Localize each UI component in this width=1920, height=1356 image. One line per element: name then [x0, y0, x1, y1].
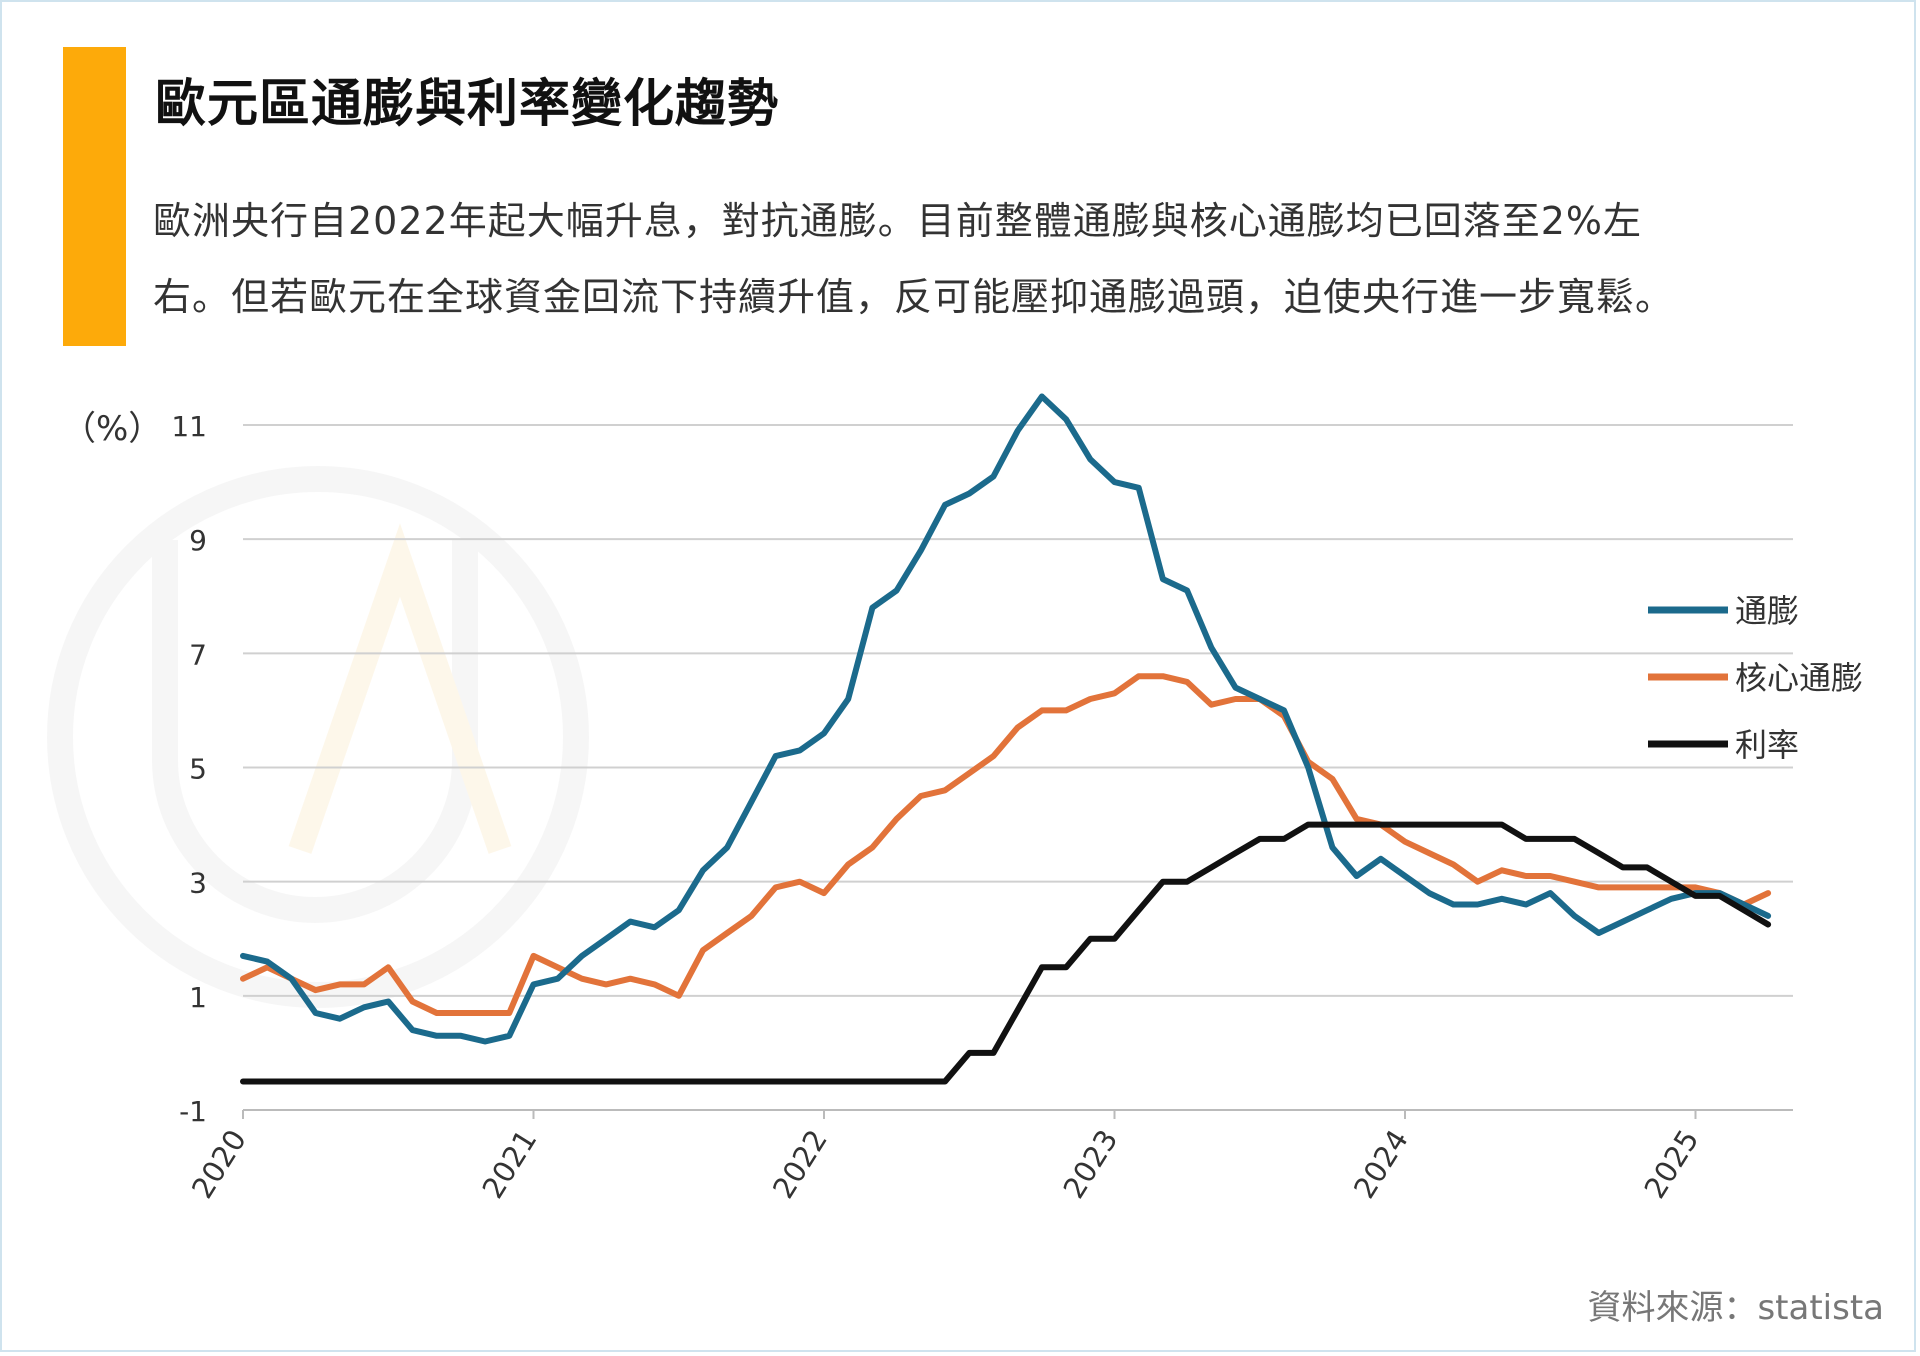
title-accent-bar: [63, 47, 126, 346]
y-tick-label: -1: [179, 1095, 207, 1128]
y-tick-label: 5: [189, 753, 207, 786]
y-tick-label: 7: [189, 638, 207, 671]
source-note: 資料來源：statista: [1587, 1288, 1884, 1328]
y-axis-label: （%）: [62, 409, 162, 449]
x-axis: 2020 2021 2022 2023 2024 2025: [185, 1109, 1793, 1205]
series-line-1: [240, 393, 1772, 1045]
y-tick-label: 9: [189, 524, 207, 557]
x-tick-label: 2025: [1637, 1124, 1705, 1205]
y-axis: -1 1 3 5 7 9 11 （%）: [62, 409, 207, 1128]
legend-label: 利率: [1735, 726, 1799, 764]
legend-label: 核心通膨: [1735, 659, 1863, 697]
subtitle-line-2: 右。但若歐元在全球資金回流下持續升值，反可能壓抑通膨過頭，迫使央行進一步寬鬆。: [153, 275, 1675, 319]
series-line-2: [240, 673, 1772, 1016]
series-line-3: [240, 821, 1772, 1085]
subtitle-line-1: 歐洲央行自2022年起大幅升息，對抗通膨。目前整體通膨與核心通膨均已回落至2%左: [153, 199, 1642, 243]
x-tick-label: 2022: [766, 1124, 834, 1205]
x-tick-label: 2024: [1347, 1124, 1415, 1205]
watermark-logo: [47, 466, 589, 1008]
y-tick-label: 1: [189, 981, 207, 1014]
y-tick-label: 11: [171, 410, 207, 443]
series-lines: [240, 393, 1772, 1085]
legend-label: 通膨: [1735, 592, 1799, 630]
x-tick-label: 2023: [1056, 1124, 1124, 1205]
x-tick-label: 2021: [475, 1124, 543, 1205]
chart-subtitle: 歐洲央行自2022年起大幅升息，對抗通膨。目前整體通膨與核心通膨均已回落至2%左…: [153, 183, 1873, 335]
chart-title: 歐元區通膨與利率變化趨勢: [155, 75, 780, 134]
x-tick-label: 2020: [185, 1124, 253, 1205]
y-tick-label: 3: [189, 867, 207, 900]
